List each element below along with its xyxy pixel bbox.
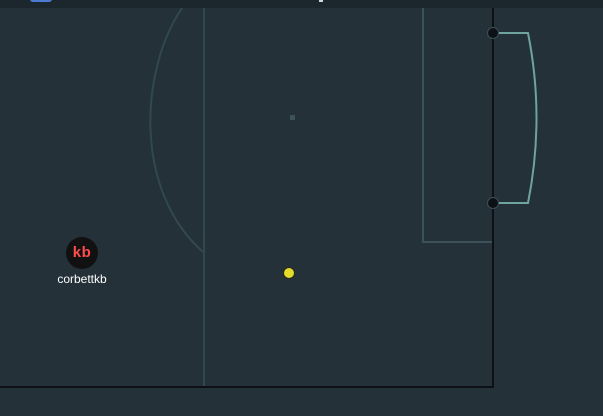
ball-icon[interactable] <box>283 267 295 279</box>
penalty-box <box>422 8 493 243</box>
player-token-icon[interactable]: kb <box>66 237 98 269</box>
toolbar-notch <box>319 0 323 2</box>
centre-spot <box>290 115 295 120</box>
centre-circle-arc <box>149 7 204 253</box>
goal-net <box>493 32 538 204</box>
top-toolbar <box>0 0 603 8</box>
player-badge: kb <box>72 244 92 261</box>
goal-post-icon <box>487 197 499 209</box>
toolbar-tab[interactable] <box>30 0 52 2</box>
goal-post-icon <box>487 27 499 39</box>
player-name: corbettkb <box>57 272 107 286</box>
